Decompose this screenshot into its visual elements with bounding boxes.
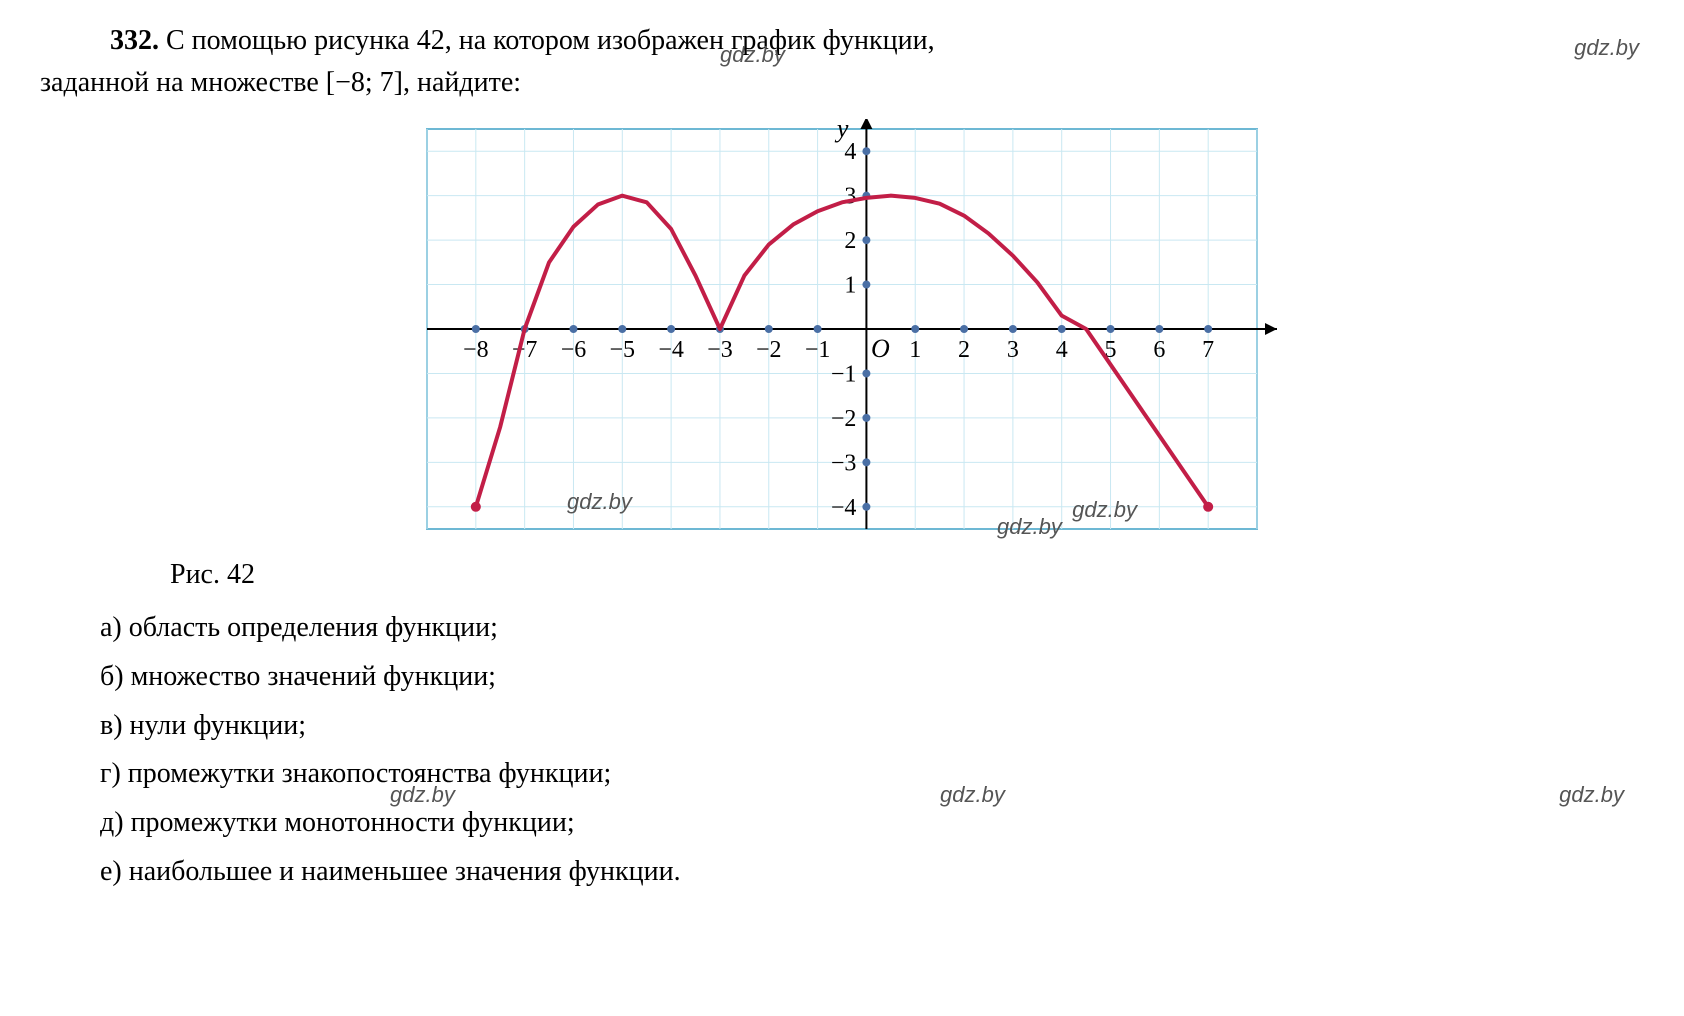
svg-text:−3: −3 <box>707 337 733 363</box>
svg-text:−1: −1 <box>831 361 857 387</box>
svg-text:4: 4 <box>1056 337 1068 363</box>
problem-statement: 332. С помощью рисунка 42, на котором из… <box>40 20 1644 104</box>
watermark: gdz.by <box>997 514 1062 540</box>
svg-text:2: 2 <box>844 228 856 254</box>
chart-svg: −8−7−6−5−4−3−2−112345671234−1−2−3−4Oy <box>367 119 1317 549</box>
problem-text-2: заданной на множестве [−8; 7], найдите: <box>40 67 521 98</box>
svg-text:3: 3 <box>844 184 856 210</box>
svg-text:3: 3 <box>1007 337 1019 363</box>
svg-text:−6: −6 <box>561 337 587 363</box>
item-g: г) промежутки знакопостоянства функции; <box>100 752 1644 797</box>
figure-caption: Рис. 42 <box>170 559 255 591</box>
watermark: gdz.by <box>1574 35 1639 61</box>
item-b: б) множество значений функции; <box>100 655 1644 700</box>
svg-text:−2: −2 <box>831 406 857 432</box>
svg-text:y: y <box>834 119 849 143</box>
svg-text:−3: −3 <box>831 450 857 476</box>
svg-text:−8: −8 <box>463 337 489 363</box>
svg-text:−4: −4 <box>658 337 684 363</box>
item-d: д) промежутки монотонности функции; <box>100 801 1644 846</box>
question-list: а) область определения функции; б) множе… <box>100 606 1644 895</box>
svg-text:7: 7 <box>1202 337 1214 363</box>
item-e: е) наибольшее и наименьшее значения функ… <box>100 850 1644 895</box>
svg-text:1: 1 <box>844 273 856 299</box>
svg-text:−2: −2 <box>756 337 782 363</box>
item-v: в) нули функции; <box>100 704 1644 749</box>
function-chart: −8−7−6−5−4−3−2−112345671234−1−2−3−4Oy gd… <box>367 119 1317 549</box>
watermark: gdz.by <box>720 42 785 68</box>
svg-text:2: 2 <box>958 337 970 363</box>
problem-number: 332. <box>110 25 159 56</box>
svg-text:−1: −1 <box>805 337 831 363</box>
svg-text:−5: −5 <box>610 337 636 363</box>
svg-text:O: O <box>871 334 890 363</box>
watermark: gdz.by <box>567 489 632 515</box>
item-a: а) область определения функции; <box>100 606 1644 651</box>
watermark: gdz.by <box>1072 497 1137 523</box>
svg-text:1: 1 <box>909 337 921 363</box>
svg-text:6: 6 <box>1153 337 1165 363</box>
watermark: gdz.by <box>390 782 455 808</box>
svg-text:−4: −4 <box>831 495 857 521</box>
watermark: gdz.by <box>1559 782 1624 808</box>
watermark: gdz.by <box>940 782 1005 808</box>
svg-text:4: 4 <box>844 139 856 165</box>
problem-text-1: С помощью рисунка 42, на котором изображ… <box>166 25 935 56</box>
